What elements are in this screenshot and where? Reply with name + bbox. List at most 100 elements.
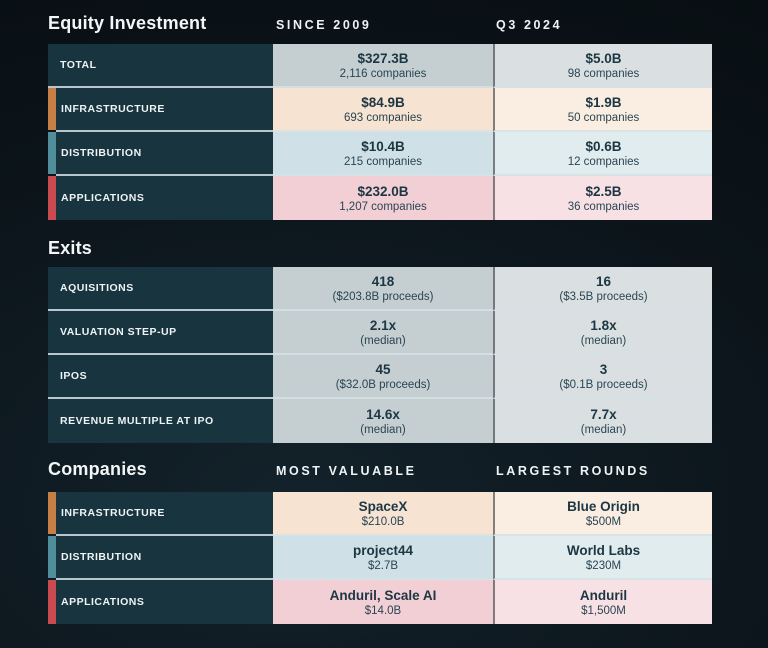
section-equity-investment: Equity Investment SINCE 2009 Q3 2024 TOT… [48,13,712,220]
value-cell: 1.8x (median) [493,311,712,355]
value-main: $5.0B [585,50,622,66]
exits-table: AQUISITIONS 418 ($203.8B proceeds) 16 ($… [48,267,712,443]
table-row: DISTRIBUTION $10.4B 215 companies $0.6B … [48,132,712,176]
table-row: AQUISITIONS 418 ($203.8B proceeds) 16 ($… [48,267,712,311]
table-row: REVENUE MULTIPLE AT IPO 14.6x (median) 7… [48,399,712,443]
section-title: Companies [48,459,147,479]
column-header-q3-2024: Q3 2024 [496,18,563,32]
value-sub: $230M [585,559,622,572]
row-label: APPLICATIONS [56,580,273,624]
infrastructure-accent-bar [48,88,56,132]
value-sub: 98 companies [567,67,640,80]
value-main: 1.8x [590,317,617,333]
row-label: AQUISITIONS [48,267,273,311]
value-sub: (median) [360,423,406,436]
value-cell: $2.5B 36 companies [493,176,712,220]
column-header-most-valuable: MOST VALUABLE [276,464,417,478]
row-label: INFRASTRUCTURE [56,492,273,536]
value-sub: (median) [580,334,627,347]
value-cell: 7.7x (median) [493,399,712,443]
value-sub: (median) [580,423,627,436]
section-title: Exits [48,238,93,258]
section-header: Companies MOST VALUABLE LARGEST ROUNDS [48,459,712,480]
value-cell: Anduril, Scale AI $14.0B [273,580,493,624]
value-cell: World Labs $230M [493,536,712,580]
table-row: DISTRIBUTION project44 $2.7B World Labs … [48,536,712,580]
value-sub: 693 companies [344,111,422,124]
value-sub: 215 companies [344,155,422,168]
value-cell: 45 ($32.0B proceeds) [273,355,493,399]
value-main: $10.4B [361,138,405,154]
row-label: DISTRIBUTION [56,536,273,580]
row-label: INFRASTRUCTURE [56,88,273,132]
section-title: Equity Investment [48,13,207,33]
value-cell: Anduril $1,500M [493,580,712,624]
table-row: INFRASTRUCTURE SpaceX $210.0B Blue Origi… [48,492,712,536]
value-main: $84.9B [361,94,405,110]
value-main: SpaceX [358,498,408,514]
value-sub: $2.7B [367,559,399,572]
value-cell: 2.1x (median) [273,311,493,355]
value-main: project44 [352,542,414,558]
distribution-accent-bar [48,132,56,176]
column-header-since-2009: SINCE 2009 [276,18,372,32]
value-sub: ($0.1B proceeds) [559,378,648,391]
value-main: $232.0B [357,183,409,199]
value-sub: $14.0B [364,604,402,617]
value-main: 3 [599,361,608,377]
section-companies: Companies MOST VALUABLE LARGEST ROUNDS I… [48,459,712,624]
value-cell: $84.9B 693 companies [273,88,493,132]
value-cell: 14.6x (median) [273,399,493,443]
value-main: Blue Origin [567,498,640,514]
row-label: REVENUE MULTIPLE AT IPO [48,399,273,443]
value-main: 45 [375,361,391,377]
value-cell: $327.3B 2,116 companies [273,44,493,88]
value-main: Anduril [579,587,628,603]
row-label: TOTAL [48,44,273,88]
value-cell: project44 $2.7B [273,536,493,580]
infrastructure-accent-bar [48,492,56,536]
value-sub: (median) [360,334,406,347]
value-main: $1.9B [585,94,622,110]
distribution-accent-bar [48,536,56,580]
value-main: $2.5B [585,183,622,199]
value-sub: 12 companies [567,155,640,168]
column-header-largest-rounds: LARGEST ROUNDS [496,464,650,478]
value-cell: 3 ($0.1B proceeds) [493,355,712,399]
row-label: VALUATION STEP-UP [48,311,273,355]
value-sub: ($32.0B proceeds) [335,378,431,391]
table-row: APPLICATIONS Anduril, Scale AI $14.0B An… [48,580,712,624]
infographic: Equity Investment SINCE 2009 Q3 2024 TOT… [48,13,712,624]
value-main: $327.3B [357,50,409,66]
value-main: World Labs [566,542,641,558]
value-cell: $1.9B 50 companies [493,88,712,132]
value-sub: 1,207 companies [339,200,427,213]
table-row: VALUATION STEP-UP 2.1x (median) 1.8x (me… [48,311,712,355]
value-cell: $5.0B 98 companies [493,44,712,88]
applications-accent-bar [48,176,56,220]
value-sub: ($3.5B proceeds) [559,290,648,303]
section-exits: Exits AQUISITIONS 418 ($203.8B proceeds)… [48,238,712,443]
section-header: Equity Investment SINCE 2009 Q3 2024 [48,13,712,34]
value-main: Anduril, Scale AI [329,587,437,603]
value-cell: SpaceX $210.0B [273,492,493,536]
value-main: 16 [595,273,612,289]
value-cell: $0.6B 12 companies [493,132,712,176]
table-row: IPOS 45 ($32.0B proceeds) 3 ($0.1B proce… [48,355,712,399]
value-sub: $210.0B [361,515,405,528]
row-label: APPLICATIONS [56,176,273,220]
value-main: 418 [371,273,395,289]
value-sub: ($203.8B proceeds) [332,290,434,303]
value-cell: $10.4B 215 companies [273,132,493,176]
table-row: TOTAL $327.3B 2,116 companies $5.0B 98 c… [48,44,712,88]
row-label: DISTRIBUTION [56,132,273,176]
value-cell: 418 ($203.8B proceeds) [273,267,493,311]
equity-table: TOTAL $327.3B 2,116 companies $5.0B 98 c… [48,44,712,220]
value-sub: 2,116 companies [339,67,427,80]
value-main: 14.6x [366,406,400,422]
row-label: IPOS [48,355,273,399]
value-sub: $500M [585,515,622,528]
applications-accent-bar [48,580,56,624]
value-main: 2.1x [369,317,397,333]
table-row: INFRASTRUCTURE $84.9B 693 companies $1.9… [48,88,712,132]
